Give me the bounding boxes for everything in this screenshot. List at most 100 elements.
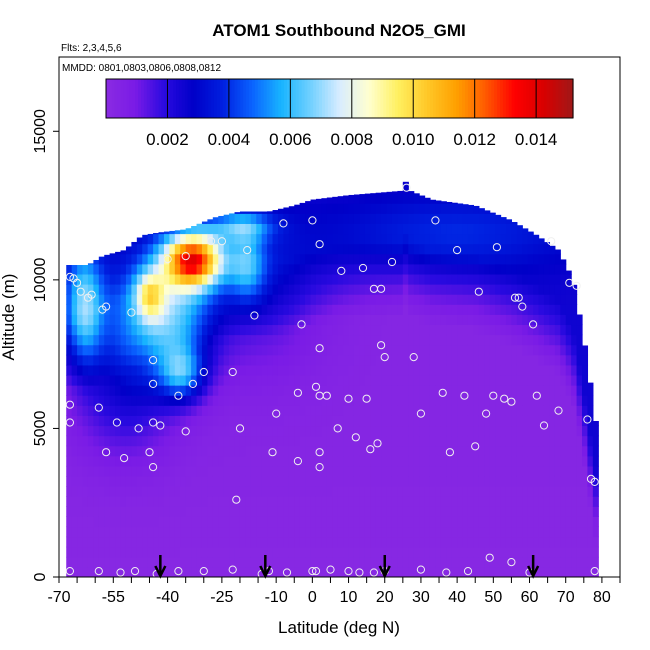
field-cell bbox=[169, 425, 176, 437]
field-cell bbox=[457, 556, 464, 568]
field-cell bbox=[478, 506, 485, 517]
field-cell bbox=[267, 496, 274, 507]
field-cell bbox=[343, 203, 350, 214]
sample-point bbox=[130, 567, 140, 576]
field-cell bbox=[267, 486, 274, 497]
field-cell bbox=[478, 243, 485, 255]
sample-point bbox=[199, 567, 208, 576]
field-cell bbox=[98, 385, 105, 396]
colorbar-segment bbox=[514, 79, 519, 118]
field-cell bbox=[201, 324, 208, 336]
field-cell bbox=[120, 324, 127, 336]
field-cell bbox=[462, 354, 469, 366]
field-cell bbox=[125, 334, 132, 346]
field-cell bbox=[473, 273, 480, 285]
field-cell bbox=[169, 395, 176, 406]
field-cell bbox=[153, 516, 160, 528]
field-cell bbox=[299, 536, 306, 548]
field-cell bbox=[424, 475, 431, 487]
field-cell bbox=[223, 253, 230, 265]
field-cell bbox=[163, 243, 170, 255]
colorbar-segment bbox=[429, 79, 434, 118]
field-cell bbox=[305, 354, 312, 366]
field-cell bbox=[234, 496, 241, 507]
field-cell bbox=[71, 526, 78, 538]
field-cell bbox=[315, 344, 322, 356]
field-cell bbox=[185, 253, 192, 265]
colorbar-segment bbox=[435, 79, 440, 118]
field-cell bbox=[136, 304, 143, 315]
field-cell bbox=[462, 556, 469, 568]
field-cell bbox=[321, 506, 328, 517]
sample-point bbox=[358, 263, 368, 273]
field-cell bbox=[500, 556, 507, 568]
field-cell bbox=[435, 516, 442, 528]
field-cell bbox=[288, 496, 295, 507]
field-cell bbox=[77, 265, 84, 275]
field-cell bbox=[104, 405, 111, 416]
field-cell bbox=[413, 253, 420, 265]
field-cell bbox=[402, 395, 409, 406]
field-cell bbox=[131, 435, 138, 447]
field-cell bbox=[125, 314, 132, 326]
field-cell bbox=[142, 556, 149, 568]
field-cell bbox=[207, 223, 214, 235]
sample-point bbox=[507, 397, 516, 406]
field-cell bbox=[71, 344, 78, 356]
colorbar-segment bbox=[467, 79, 472, 118]
field-cell bbox=[120, 304, 127, 315]
field-cell bbox=[592, 546, 599, 558]
field-cell bbox=[201, 243, 208, 255]
field-cell bbox=[440, 556, 447, 568]
field-cell bbox=[375, 354, 382, 366]
field-cell bbox=[180, 445, 187, 457]
field-cell bbox=[218, 223, 225, 235]
x-tick-label: 80 bbox=[593, 589, 611, 606]
field-cell bbox=[435, 354, 442, 366]
field-cell bbox=[142, 445, 149, 457]
field-cell bbox=[435, 536, 442, 548]
field-cell bbox=[239, 415, 246, 427]
field-cell bbox=[283, 486, 290, 497]
field-cell bbox=[440, 203, 447, 214]
field-cell bbox=[185, 294, 192, 305]
sample-point bbox=[380, 353, 389, 362]
field-cell bbox=[120, 334, 127, 346]
field-cell bbox=[77, 334, 84, 346]
field-cell bbox=[353, 213, 361, 224]
field-cell bbox=[571, 425, 578, 437]
field-cell bbox=[71, 496, 78, 507]
field-cell bbox=[125, 425, 132, 437]
field-cell bbox=[66, 546, 73, 558]
field-cell bbox=[402, 284, 409, 295]
field-cell bbox=[337, 196, 344, 204]
field-cell bbox=[158, 273, 165, 285]
field-cell bbox=[516, 273, 523, 285]
field-cell bbox=[527, 374, 534, 386]
field-cell bbox=[180, 526, 187, 538]
field-cell bbox=[337, 486, 344, 497]
field-cell bbox=[538, 238, 545, 245]
field-cell bbox=[239, 354, 246, 366]
field-cell bbox=[462, 273, 469, 285]
field-cell bbox=[163, 435, 170, 447]
field-cell bbox=[364, 395, 371, 406]
field-cell bbox=[212, 536, 219, 548]
field-cell bbox=[229, 374, 236, 386]
colorbar-segment bbox=[336, 79, 341, 118]
field-cell bbox=[305, 536, 312, 548]
field-cell bbox=[505, 219, 513, 224]
field-cell bbox=[489, 364, 496, 376]
field-cell bbox=[315, 566, 322, 577]
field-cell bbox=[277, 506, 284, 517]
field-cell bbox=[348, 253, 355, 265]
colorbar-segment bbox=[304, 79, 308, 118]
field-cell bbox=[484, 415, 491, 427]
field-cell bbox=[229, 496, 236, 507]
field-cell bbox=[484, 435, 491, 447]
field-cell bbox=[218, 546, 225, 558]
field-cell bbox=[402, 486, 409, 497]
field-cell bbox=[337, 566, 344, 577]
field-cell bbox=[462, 213, 469, 224]
